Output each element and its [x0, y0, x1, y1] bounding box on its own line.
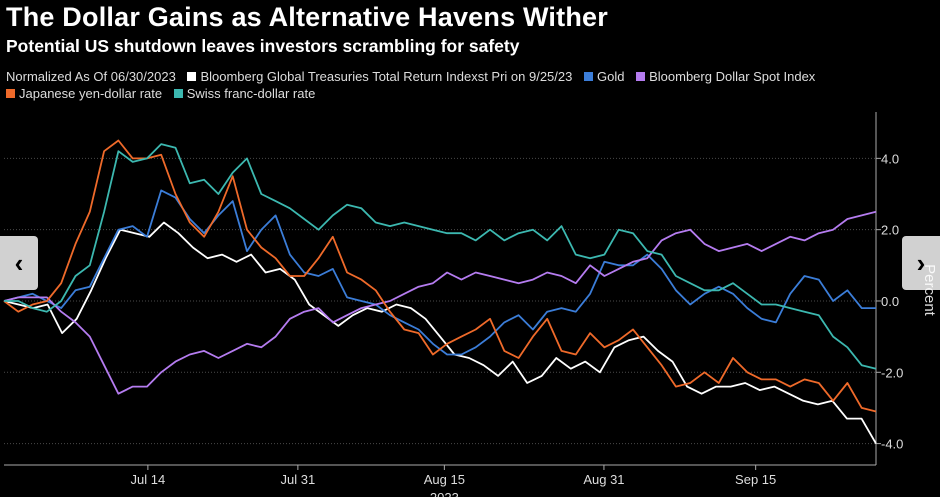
legend: Normalized As Of 06/30/2023 Bloomberg Gl… [6, 68, 936, 102]
legend-item-gold: Gold [584, 68, 624, 85]
series-line-franc [4, 143, 877, 370]
legend-swatch [187, 72, 197, 81]
series-line-treasuries [3, 221, 877, 445]
y-tick-label: 0.0 [881, 294, 899, 309]
legend-item-dollar-index: Bloomberg Dollar Spot Index [636, 68, 815, 85]
legend-label: Gold [597, 69, 625, 84]
legend-swatch [636, 72, 646, 81]
series-line-dollar-index [3, 210, 877, 395]
next-slide-button[interactable]: › [902, 236, 940, 290]
x-tick-label: Aug 15 [424, 472, 465, 487]
y-tick-label: 2.0 [881, 223, 899, 238]
prev-slide-button[interactable]: ‹ [0, 236, 38, 290]
x-tick-label: Jul 31 [281, 472, 316, 487]
y-tick-label: -2.0 [881, 365, 903, 380]
x-tick-label: Jul 14 [131, 472, 166, 487]
chart-subtitle: Potential US shutdown leaves investors s… [6, 36, 520, 56]
legend-label: Bloomberg Global Treasuries Total Return… [200, 69, 573, 84]
x-tick-label: Aug 31 [583, 472, 624, 487]
chevron-right-icon: › [916, 247, 926, 278]
legend-label: Swiss franc-dollar rate [186, 86, 316, 101]
y-tick-label: 4.0 [881, 151, 899, 166]
chart-title: The Dollar Gains as Alternative Havens W… [6, 2, 608, 32]
chevron-left-icon: ‹ [14, 247, 24, 278]
x-tick-label: Sep 15 [735, 472, 776, 487]
legend-label: Japanese yen-dollar rate [19, 86, 163, 101]
legend-label: Bloomberg Dollar Spot Index [649, 69, 816, 84]
series-line-gold [3, 189, 876, 356]
x-year-label: 2023 [430, 490, 459, 497]
legend-item-yen: Japanese yen-dollar rate [6, 85, 162, 102]
legend-swatch [584, 72, 593, 81]
legend-item-franc: Swiss franc-dollar rate [173, 85, 316, 102]
series-line-yen [3, 139, 877, 413]
legend-swatch [6, 89, 15, 98]
legend-swatch [173, 89, 183, 98]
legend-item-treasuries: Bloomberg Global Treasuries Total Return… [187, 68, 572, 85]
y-tick-label: -4.0 [881, 437, 903, 452]
legend-normalized-note: Normalized As Of 06/30/2023 [6, 69, 176, 84]
